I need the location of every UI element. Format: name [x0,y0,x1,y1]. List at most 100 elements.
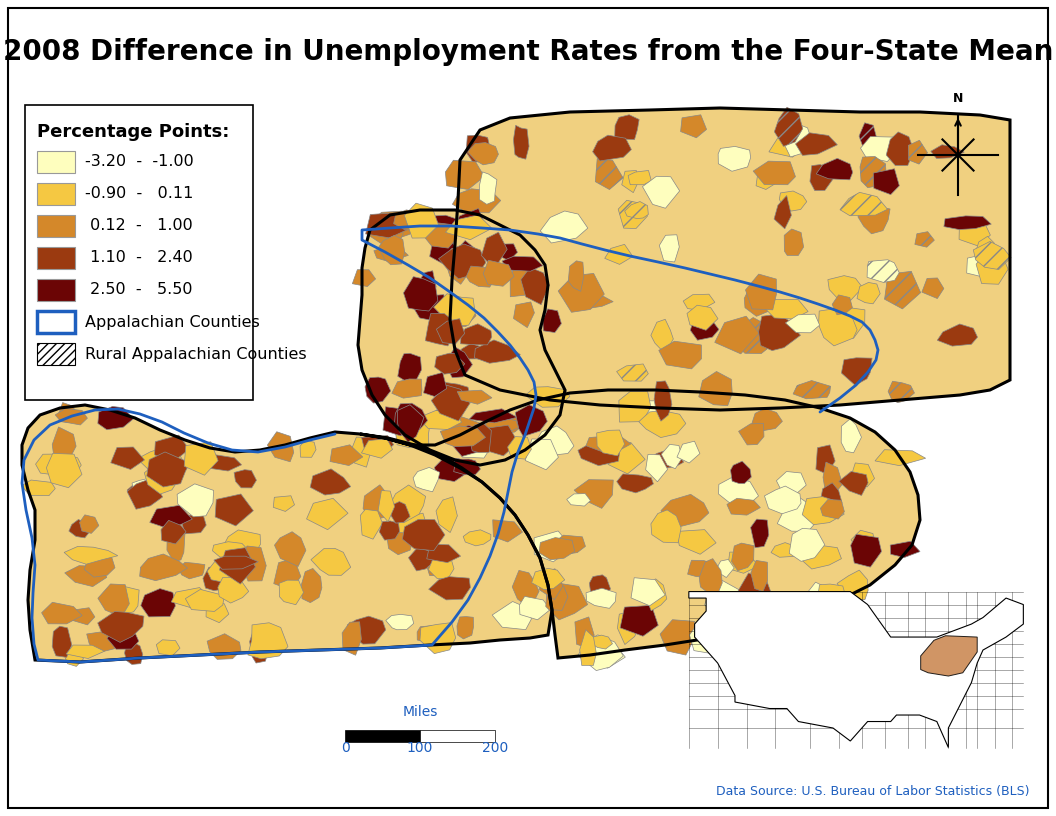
Polygon shape [426,313,457,346]
Text: 0.12  -   1.00: 0.12 - 1.00 [84,219,193,233]
Polygon shape [456,344,487,359]
Polygon shape [409,548,436,571]
Polygon shape [156,640,180,656]
Polygon shape [810,165,834,191]
Polygon shape [568,261,584,291]
Polygon shape [751,561,768,592]
Polygon shape [274,558,301,590]
Bar [37,215,75,237]
Polygon shape [921,636,977,676]
Polygon shape [485,425,518,456]
Polygon shape [275,532,306,566]
Polygon shape [444,297,476,327]
Polygon shape [457,390,492,404]
Polygon shape [418,409,461,429]
Polygon shape [140,588,175,617]
Polygon shape [650,510,681,543]
Polygon shape [398,353,421,381]
Polygon shape [127,478,163,509]
Text: Miles: Miles [402,705,437,719]
Polygon shape [274,496,295,512]
Text: 1.10  -   2.40: 1.10 - 2.40 [84,251,193,265]
Polygon shape [171,588,210,610]
Polygon shape [36,454,81,478]
Polygon shape [744,284,772,317]
Polygon shape [659,235,679,262]
Polygon shape [539,538,574,560]
Polygon shape [885,272,921,309]
Polygon shape [365,213,408,238]
Polygon shape [521,268,549,304]
Polygon shape [331,445,363,466]
Polygon shape [430,233,458,265]
Polygon shape [886,132,914,166]
Polygon shape [508,437,531,459]
Polygon shape [150,505,192,530]
Polygon shape [127,481,161,502]
Polygon shape [756,171,779,189]
Polygon shape [493,520,523,542]
Polygon shape [310,548,351,575]
Polygon shape [704,580,741,619]
Polygon shape [816,158,852,180]
Text: Percentage Points:: Percentage Points: [37,123,229,141]
Polygon shape [456,429,492,458]
Polygon shape [378,235,404,264]
Polygon shape [890,541,920,557]
Polygon shape [267,432,294,462]
Polygon shape [220,548,256,584]
Polygon shape [618,200,647,228]
Polygon shape [385,614,414,630]
Polygon shape [469,409,517,423]
Polygon shape [795,133,837,155]
Polygon shape [433,408,455,425]
Polygon shape [873,169,900,194]
Polygon shape [735,317,777,353]
Polygon shape [551,535,585,556]
Polygon shape [403,277,438,311]
Polygon shape [417,271,436,297]
Polygon shape [774,107,803,146]
Polygon shape [371,211,421,239]
Polygon shape [182,512,206,534]
Polygon shape [966,252,1004,278]
Polygon shape [818,308,857,346]
Polygon shape [468,143,498,165]
Polygon shape [55,409,88,425]
Polygon shape [145,461,177,494]
Polygon shape [64,649,83,667]
Polygon shape [167,530,185,562]
Polygon shape [450,108,1010,410]
Text: -0.90  -   0.11: -0.90 - 0.11 [84,187,193,202]
Polygon shape [69,608,95,625]
Polygon shape [52,427,76,463]
Polygon shape [793,380,831,399]
Polygon shape [64,565,107,587]
Polygon shape [645,455,667,481]
Polygon shape [914,232,935,247]
Polygon shape [977,237,998,264]
Polygon shape [184,441,219,475]
Polygon shape [353,269,376,286]
Bar [37,247,75,269]
Polygon shape [547,580,568,610]
Polygon shape [161,521,186,544]
Polygon shape [455,241,477,275]
Polygon shape [429,577,470,600]
Polygon shape [186,589,225,611]
Polygon shape [452,188,501,213]
Bar [420,730,495,742]
Polygon shape [436,319,465,344]
Polygon shape [683,295,715,310]
Polygon shape [392,379,422,398]
Polygon shape [540,569,563,600]
Polygon shape [178,562,205,579]
Bar [345,730,420,742]
Polygon shape [22,405,552,662]
Polygon shape [248,623,288,659]
Polygon shape [716,560,734,578]
Polygon shape [520,596,550,620]
Bar [37,151,75,173]
Polygon shape [310,469,351,495]
Polygon shape [460,324,492,345]
